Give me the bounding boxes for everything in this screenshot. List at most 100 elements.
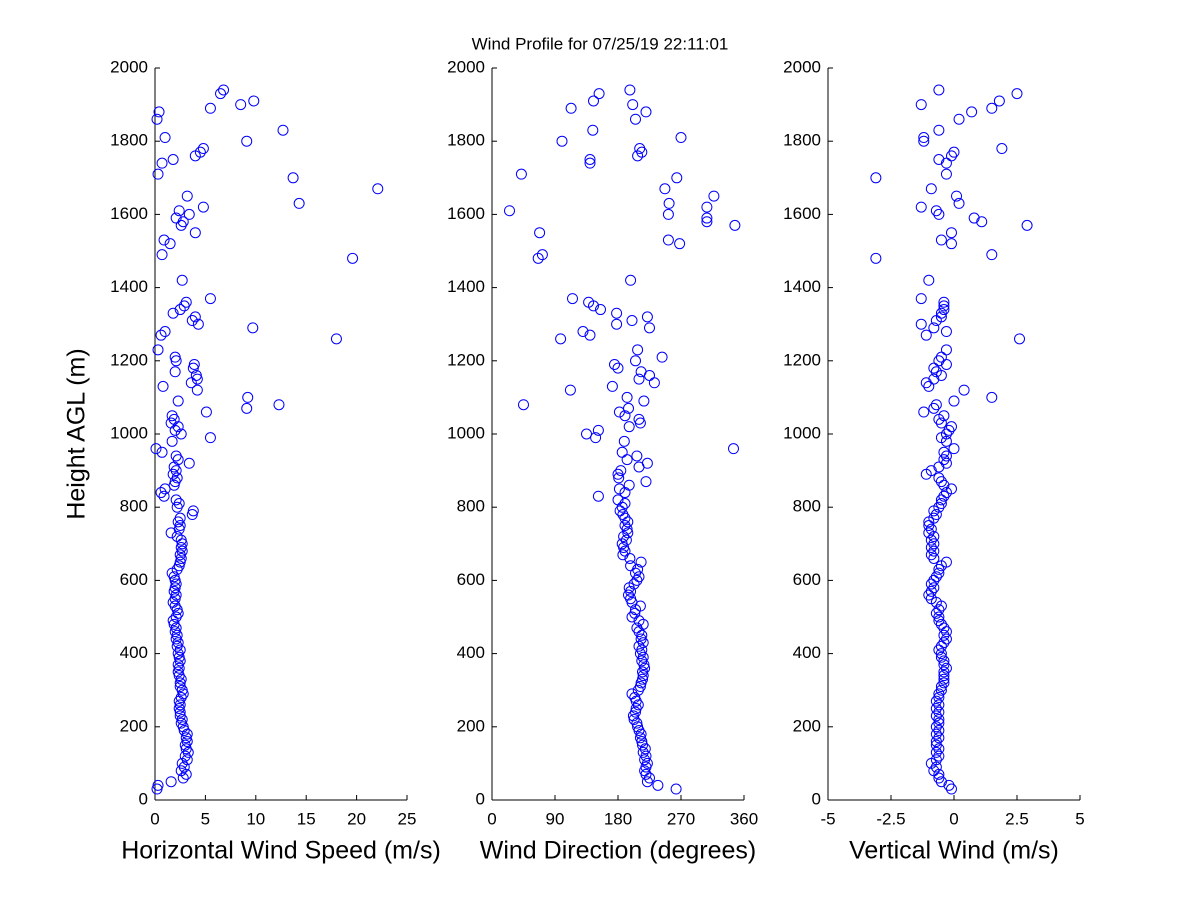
data-point [925,578,937,590]
data-point [948,146,960,158]
figure-title: Wind Profile for 07/25/19 22:11:01 [472,34,729,53]
data-point [518,399,529,411]
data-point [204,432,216,444]
data-point [170,450,182,462]
data-point [151,113,163,125]
data-point [152,168,164,180]
data-point [170,212,182,224]
data-point [930,735,942,747]
data-point [933,750,945,762]
data-point [928,373,940,385]
data-point [938,410,950,422]
data-point [622,527,634,539]
data-point [200,406,212,418]
y-tick-label: 0 [139,789,148,808]
data-point [1021,219,1033,231]
data-point [938,479,950,491]
data-point [635,556,647,568]
data-point [943,424,955,436]
data-point [652,779,664,791]
x-tick-label: 0 [949,809,958,828]
data-point [630,706,641,718]
data-point [186,315,198,327]
data-point [938,673,950,685]
data-point [659,183,671,195]
data-point [577,326,589,338]
data-point [644,322,655,334]
data-point [632,150,644,162]
data-point [938,622,950,634]
data-point [928,402,940,414]
y-tick-label: 2000 [110,57,148,76]
data-point [177,216,189,228]
data-point [940,358,952,370]
data-point [153,106,165,118]
data-point [938,629,950,641]
data-point [923,589,935,601]
data-point [930,703,942,714]
data-point [172,454,184,466]
data-point [729,219,741,231]
data-point [347,252,359,264]
data-point [641,457,653,469]
data-point [1011,88,1023,100]
data-point [648,377,660,389]
data-point [623,402,634,414]
data-point [935,311,947,323]
y-tick-label: 1600 [110,204,148,223]
data-point [156,446,168,458]
x-tick-label: 10 [246,809,265,828]
y-tick-label: 1800 [447,131,485,150]
data-point [938,304,950,316]
data-point [630,355,641,367]
y-tick-label: 400 [120,643,148,662]
data-point [935,618,947,630]
data-point [631,450,643,462]
x-tick-label: 270 [667,809,695,828]
data-point [935,494,947,506]
data-point [915,293,927,305]
data-point [197,143,209,155]
data-point [152,344,164,356]
data-point [928,552,940,564]
x-tick-label: 180 [604,809,632,828]
data-point [923,520,935,531]
data-point [532,252,544,264]
data-point [612,494,624,506]
data-point [935,648,947,660]
data-point [592,490,604,502]
data-point [640,750,652,762]
y-tick-label: 200 [457,716,485,735]
y-tick-label: 1400 [783,277,821,296]
data-point [933,713,945,725]
data-point [632,344,644,356]
data-point [176,684,188,696]
data-point [215,88,227,100]
data-point [915,201,927,213]
data-point [930,205,942,217]
y-tick-label: 1400 [110,277,148,296]
data-point [241,402,253,414]
data-point [945,227,957,239]
data-point [930,739,942,751]
data-point [930,695,942,707]
data-point [612,468,624,480]
x-axis-label: Vertical Wind (m/s) [849,837,1059,865]
data-point [930,728,942,740]
data-point [152,779,164,791]
data-point [945,483,957,495]
data-point [925,585,937,597]
data-point [567,293,578,305]
data-point [624,84,636,96]
x-tick-label: 15 [297,809,316,828]
data-point [612,362,624,374]
data-point [564,384,576,396]
data-point [176,274,188,286]
data-point [628,713,640,725]
data-point [273,399,285,411]
data-point [172,395,184,407]
data-point [639,743,651,755]
y-tick-label: 1600 [783,204,821,223]
data-point [171,604,183,616]
